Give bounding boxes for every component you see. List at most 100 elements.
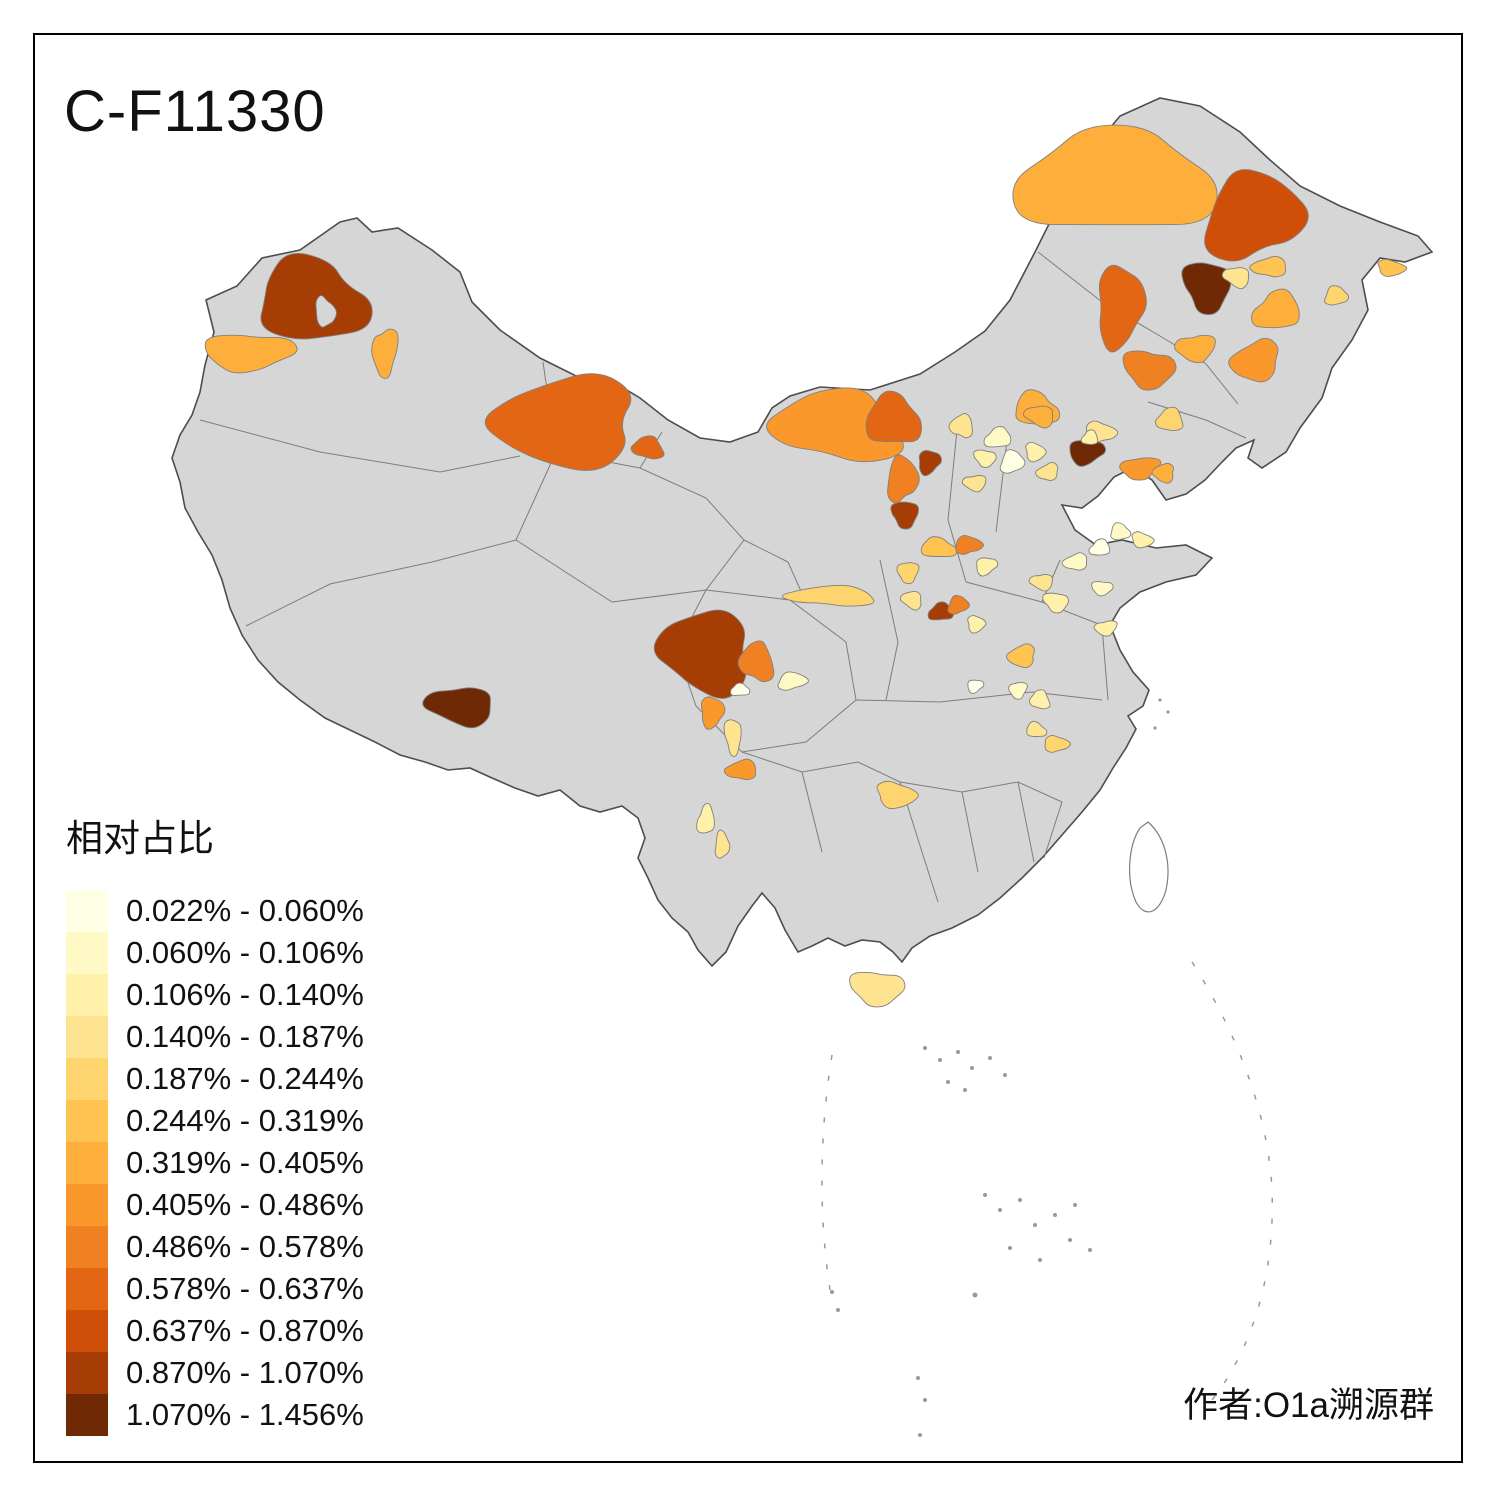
map-region xyxy=(1088,538,1111,556)
map-region xyxy=(849,971,906,1008)
legend-swatch xyxy=(66,974,108,1016)
map-region xyxy=(948,412,973,439)
map-region xyxy=(1228,337,1279,383)
map-region xyxy=(1110,522,1132,541)
map-region xyxy=(1025,441,1047,463)
attribution-text: 作者:O1a溯源群 xyxy=(1183,1386,1434,1425)
map-region xyxy=(714,829,731,859)
map-region xyxy=(1012,124,1218,226)
legend-row: 0.022% - 0.060% xyxy=(66,890,364,932)
legend-row: 1.070% - 1.456% xyxy=(66,1394,364,1436)
legend-rows: 0.022% - 0.060% 0.060% - 0.106% 0.106% - 0… xyxy=(66,890,364,1436)
map-region xyxy=(967,615,987,634)
map-region xyxy=(983,426,1012,448)
page-title: C-F11330 xyxy=(64,79,326,144)
map-region xyxy=(918,450,942,477)
map-region xyxy=(947,594,970,615)
map-region xyxy=(1155,406,1184,432)
map-region xyxy=(1098,264,1147,353)
map-region xyxy=(876,780,919,810)
legend-row: 0.106% - 0.140% xyxy=(66,974,364,1016)
map-region xyxy=(1119,457,1162,481)
legend-swatch xyxy=(66,1352,108,1394)
map-region xyxy=(1174,334,1216,364)
legend-swatch xyxy=(66,1058,108,1100)
legend-label: 0.022% - 0.060% xyxy=(126,893,364,928)
map-region xyxy=(1091,581,1114,597)
legend: 相对占比 0.022% - 0.060% 0.060% - 0.106% 0.106… xyxy=(66,808,364,1436)
map-region xyxy=(961,475,987,493)
map-region xyxy=(1035,462,1059,481)
legend-label: 0.060% - 0.106% xyxy=(126,935,364,970)
map-region xyxy=(899,590,922,611)
map-region xyxy=(1151,462,1174,484)
map-region xyxy=(1044,735,1071,753)
legend-swatch xyxy=(66,1394,108,1436)
map-region xyxy=(1181,262,1232,315)
legend-row: 0.060% - 0.106% xyxy=(66,932,364,974)
legend-row: 0.637% - 0.870% xyxy=(66,1310,364,1352)
map-region xyxy=(737,640,775,683)
map-region xyxy=(1323,285,1350,306)
map-region xyxy=(967,679,985,695)
legend-label: 0.106% - 0.140% xyxy=(126,977,364,1012)
map-region xyxy=(700,696,726,730)
legend-row: 0.319% - 0.405% xyxy=(66,1142,364,1184)
map-region xyxy=(955,535,984,555)
map-region xyxy=(973,449,997,468)
map-region xyxy=(1204,169,1309,262)
legend-label: 0.870% - 1.070% xyxy=(126,1355,364,1390)
legend-row: 0.244% - 0.319% xyxy=(66,1100,364,1142)
legend-label: 0.486% - 0.578% xyxy=(126,1229,364,1264)
map-region xyxy=(653,609,747,699)
legend-label: 0.319% - 0.405% xyxy=(126,1145,364,1180)
map-region xyxy=(371,328,399,379)
map-region xyxy=(781,584,875,607)
legend-swatch xyxy=(66,1016,108,1058)
map-region xyxy=(1122,350,1177,391)
legend-row: 0.486% - 0.578% xyxy=(66,1226,364,1268)
map-region xyxy=(1029,689,1051,710)
map-region xyxy=(1026,720,1048,737)
map-region xyxy=(1377,258,1408,277)
offshore-islet-dots xyxy=(830,698,1170,1437)
legend-label: 0.187% - 0.244% xyxy=(126,1061,364,1096)
map-region xyxy=(723,758,757,781)
legend-label: 0.405% - 0.486% xyxy=(126,1187,364,1222)
map-region xyxy=(777,671,809,691)
south-china-sea-dashed-line xyxy=(821,961,1274,1401)
legend-title: 相对占比 xyxy=(66,818,214,859)
map-region xyxy=(999,449,1026,474)
map-region xyxy=(896,562,920,585)
legend-swatch xyxy=(66,932,108,974)
map-region xyxy=(422,687,491,729)
legend-label: 0.637% - 0.870% xyxy=(126,1313,364,1348)
province-borders xyxy=(199,251,1247,903)
map-region xyxy=(1080,429,1099,445)
legend-row: 0.140% - 0.187% xyxy=(66,1016,364,1058)
legend-row: 0.870% - 1.070% xyxy=(66,1352,364,1394)
legend-swatch xyxy=(66,1142,108,1184)
map-region xyxy=(696,802,715,834)
map-region xyxy=(204,334,298,374)
map-region xyxy=(730,682,751,696)
legend-label: 0.140% - 0.187% xyxy=(126,1019,364,1054)
map-region xyxy=(1008,681,1028,700)
map-region xyxy=(976,557,999,577)
map-region xyxy=(260,253,373,340)
map-region xyxy=(1006,643,1035,669)
map-region xyxy=(1093,620,1118,637)
map-region xyxy=(630,435,665,460)
map-region xyxy=(1251,288,1300,329)
map-region xyxy=(315,295,337,328)
legend-swatch xyxy=(66,1100,108,1142)
map-region xyxy=(920,536,958,557)
legend-row: 0.187% - 0.244% xyxy=(66,1058,364,1100)
map-region xyxy=(723,719,742,757)
legend-swatch xyxy=(66,1268,108,1310)
map-region xyxy=(1221,267,1250,290)
map-region xyxy=(865,390,922,443)
legend-label: 0.244% - 0.319% xyxy=(126,1103,364,1138)
